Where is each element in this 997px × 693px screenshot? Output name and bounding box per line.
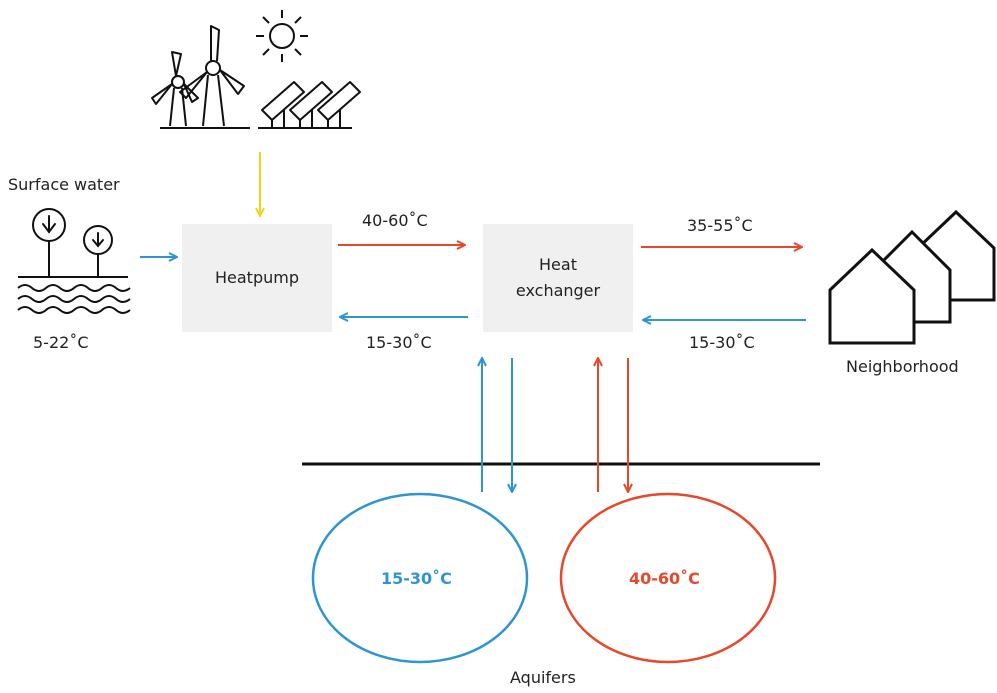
- houses-icon: [828, 209, 996, 345]
- heat-exchanger-label-line2: exchanger: [515, 281, 601, 300]
- surface-water-temp: 5-22˚C: [33, 333, 89, 352]
- sun-icon: [256, 10, 308, 62]
- warm-aquifer-temp: 40-60˚C: [629, 569, 700, 588]
- hx-to-neighborhood-temp: 35-55˚C: [687, 216, 753, 235]
- hx-to-hp-temp: 15-30˚C: [366, 333, 432, 352]
- heatpump-label: Heatpump: [215, 268, 299, 287]
- cold-aquifer: [311, 492, 529, 664]
- hp-to-hx-temp: 40-60˚C: [362, 211, 428, 230]
- cold-aquifer-temp: 15-30˚C: [381, 569, 452, 588]
- wind-turbine-icon: [151, 25, 250, 129]
- neighborhood-label: Neighborhood: [846, 357, 959, 376]
- aquifers-label: Aquifers: [510, 668, 576, 687]
- water-waves-icon: [17, 276, 131, 314]
- tree-icon: [32, 208, 113, 277]
- heat-exchanger-box: Heat exchanger: [483, 224, 633, 332]
- heat-exchanger-label-line1: Heat: [539, 255, 577, 274]
- solar-panel-icon: [258, 81, 361, 129]
- neighborhood-to-hx-temp: 15-30˚C: [689, 333, 755, 352]
- surface-water-label: Surface water: [8, 175, 120, 194]
- warm-aquifer: [559, 492, 777, 664]
- heatpump-box: Heatpump: [182, 224, 332, 332]
